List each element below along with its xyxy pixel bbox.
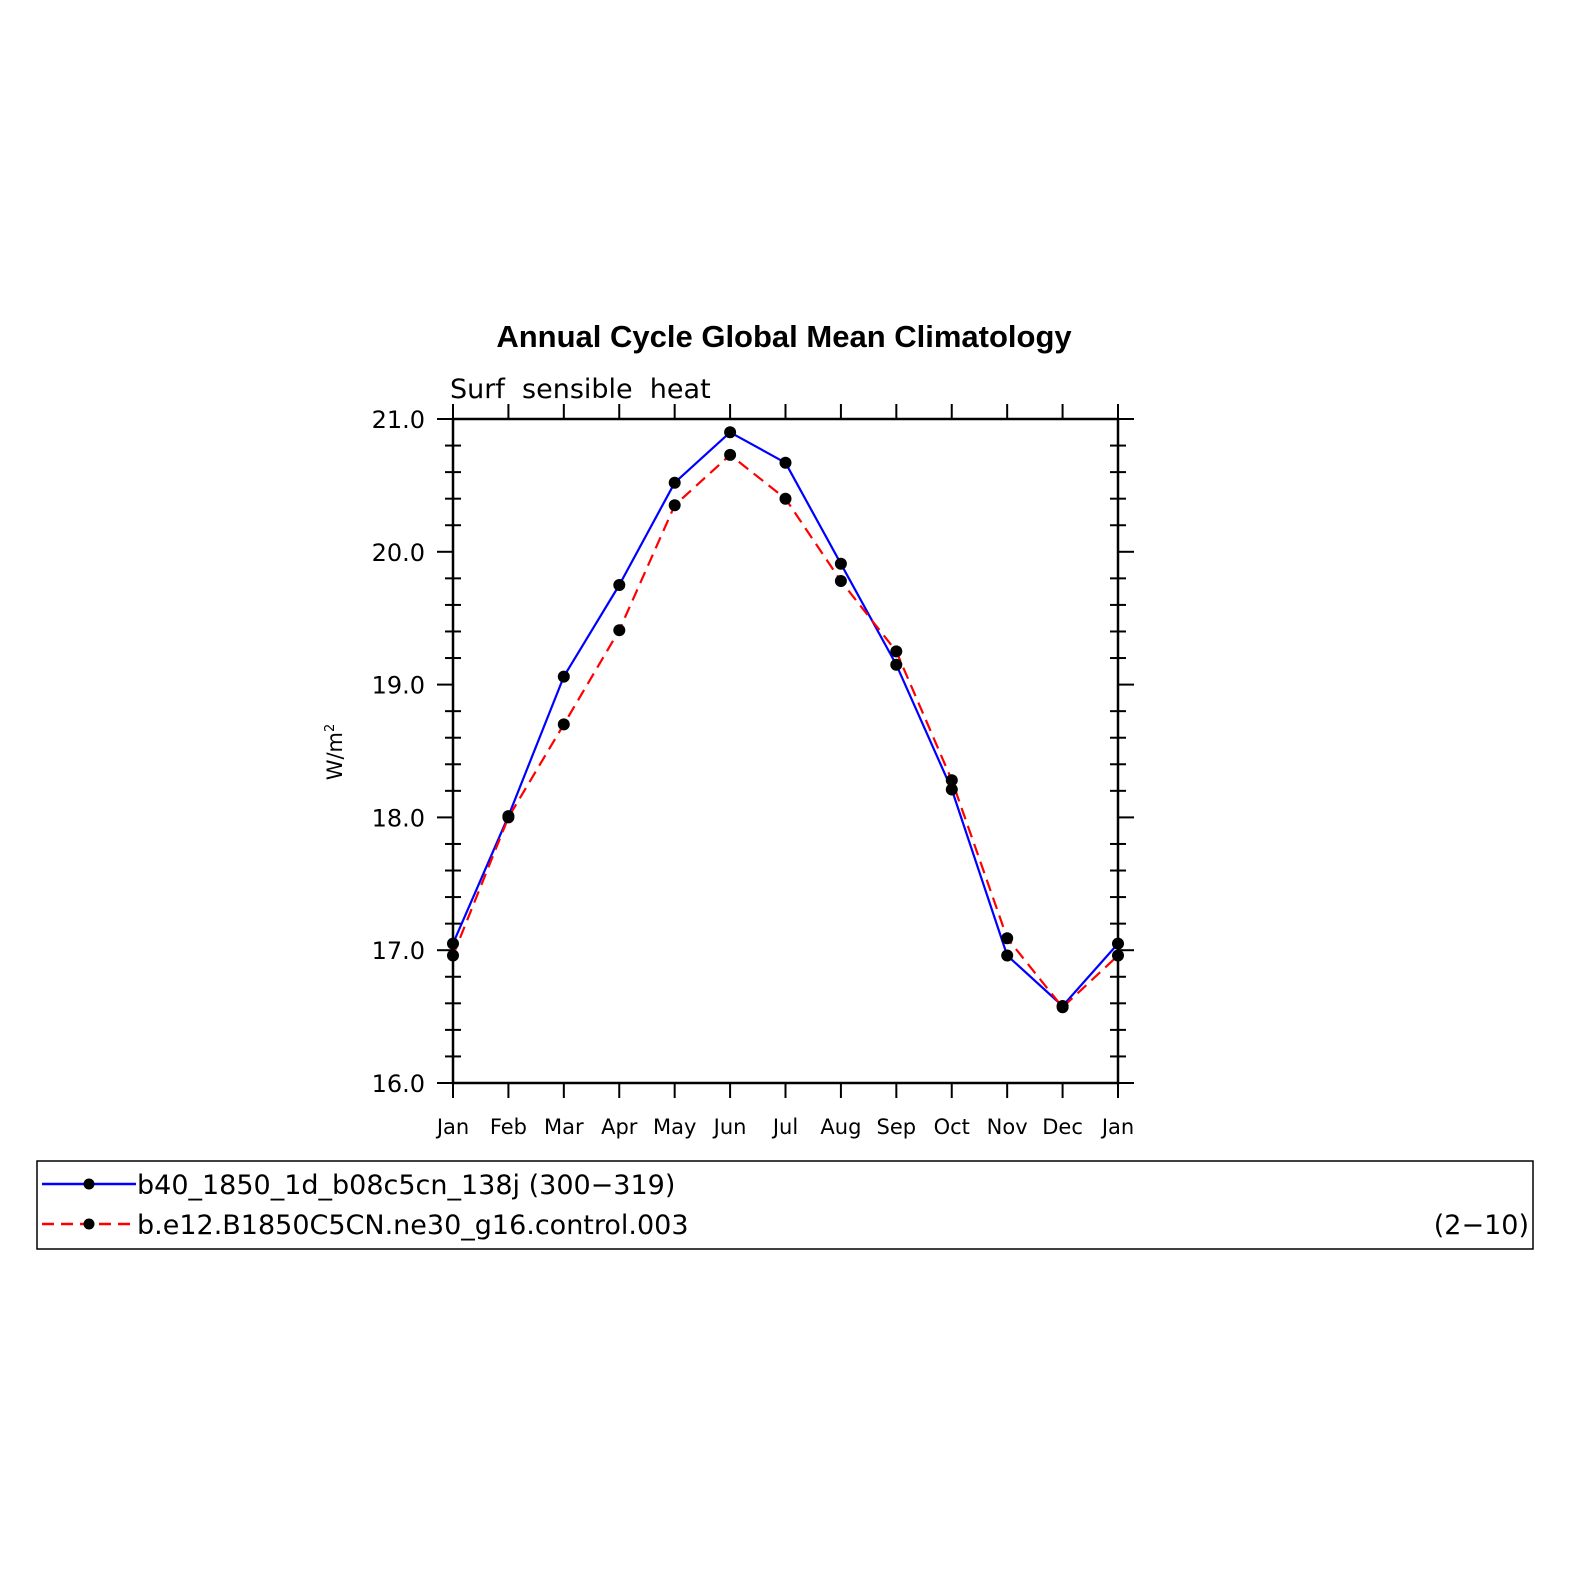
y-axis-label-sup: 2 [323, 724, 338, 732]
legend-right-note: (2−10) [1434, 1210, 1529, 1241]
data-point-series-1 [1001, 949, 1014, 962]
y-tick-label: 19.0 [372, 672, 425, 700]
legend-marker-series-2 [83, 1218, 95, 1230]
x-tick-label: Sep [877, 1115, 917, 1139]
data-point-series-2 [1001, 932, 1014, 945]
y-tick-labels: 16.0 17.0 18.0 19.0 20.0 21.0 [372, 406, 425, 1098]
y-tick-label: 18.0 [372, 804, 425, 832]
y-axis-label: W/m2 [323, 724, 347, 781]
chart-title: Annual Cycle Global Mean Climatology [496, 319, 1072, 354]
x-tick-label: Nov [987, 1115, 1028, 1139]
x-tick-label: Jul [771, 1115, 798, 1139]
x-tick-label: Mar [544, 1115, 584, 1139]
x-tick-label: May [653, 1115, 696, 1139]
data-point-series-2 [779, 492, 792, 505]
legend-label-series-2: b.e12.B1850C5CN.ne30_g16.control.003 [137, 1210, 689, 1241]
y-tick-label: 21.0 [372, 406, 425, 434]
legend: b40_1850_1d_b08c5cn_138j (300−319) b.e12… [36, 1160, 1534, 1250]
legend-marker-series-1 [83, 1178, 95, 1190]
data-point-series-2 [502, 811, 515, 824]
data-point-series-2 [945, 774, 958, 787]
data-point-series-2 [1056, 1001, 1069, 1014]
data-point-series-1 [557, 670, 570, 683]
y-tick-label: 20.0 [372, 539, 425, 567]
x-tick-label: Oct [934, 1115, 970, 1139]
data-point-series-1 [779, 456, 792, 469]
series-line-1 [451, 431, 1119, 1008]
x-tick-label: Feb [490, 1115, 527, 1139]
x-tick-label: Jan [435, 1115, 469, 1139]
data-point-series-1 [890, 658, 903, 671]
data-point-series-1 [613, 579, 626, 591]
x-tick-label: Apr [601, 1115, 638, 1139]
plot-frame [451, 417, 1120, 1085]
data-point-series-2 [724, 448, 737, 461]
y-axis-label-text: W/m [323, 732, 347, 780]
data-point-series-1 [724, 426, 737, 439]
data-point-series-2 [557, 718, 570, 731]
y-tick-label: 17.0 [372, 937, 425, 965]
x-tick-label: Dec [1042, 1115, 1083, 1139]
data-point-series-2 [834, 575, 847, 587]
axis-ticks [437, 404, 1134, 1098]
x-tick-label: Jan [1100, 1115, 1134, 1139]
data-point-series-1 [834, 557, 847, 570]
legend-label-series-1: b40_1850_1d_b08c5cn_138j (300−319) [137, 1170, 675, 1201]
data-point-series-2 [613, 624, 626, 637]
series-points [447, 426, 1124, 1014]
x-tick-label: Aug [820, 1115, 861, 1139]
x-tick-label: Jun [712, 1115, 747, 1139]
data-point-series-2 [890, 645, 903, 658]
y-tick-label: 16.0 [372, 1070, 425, 1098]
series-lines [451, 431, 1119, 1009]
legend-box [36, 1160, 1534, 1250]
x-tick-labels: Jan Feb Mar Apr May Jun Jul Aug Sep Oct Nov Dec Jan [435, 1115, 1134, 1139]
data-point-series-1 [668, 476, 681, 489]
series-line-2 [451, 453, 1119, 1009]
data-point-series-1 [945, 783, 958, 796]
data-point-series-2 [668, 499, 681, 512]
chart-subtitle: Surf sensible heat [450, 374, 711, 405]
